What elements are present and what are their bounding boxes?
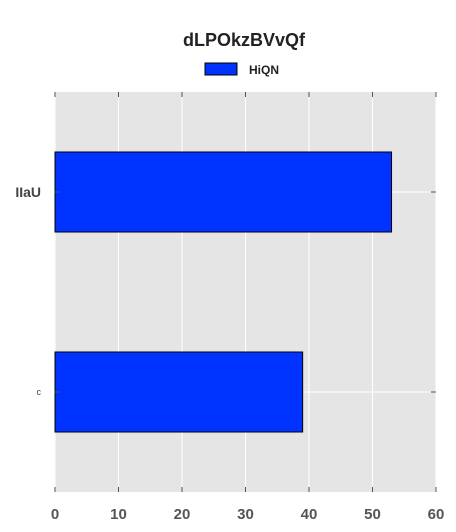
bar-c: [54, 351, 304, 433]
legend-label-hiqn: HiQN: [249, 63, 279, 77]
x-tick-label-20: 20: [174, 506, 191, 523]
x-tick-label-10: 10: [110, 506, 127, 523]
x-tick-label-60: 60: [428, 506, 445, 523]
chart-title: dLPOkzBVvQf: [183, 30, 306, 50]
x-tick-label-50: 50: [364, 506, 381, 523]
x-tick-label-30: 30: [237, 506, 254, 523]
legend: HiQN: [204, 62, 279, 77]
bars: [54, 151, 393, 433]
x-tick-label-0: 0: [51, 506, 59, 523]
bar-IIaU: [54, 151, 393, 233]
tick-marks: [54, 92, 437, 492]
x-tick-label-40: 40: [301, 506, 318, 523]
y-tick-label-1: c: [37, 387, 42, 397]
y-tick-labels: IIaU c: [15, 184, 41, 397]
y-tick-label-0: IIaU: [15, 184, 41, 200]
x-tick-labels: 0 10 20 30 40 50 60: [51, 506, 445, 523]
legend-swatch-hiqn: [204, 62, 238, 76]
